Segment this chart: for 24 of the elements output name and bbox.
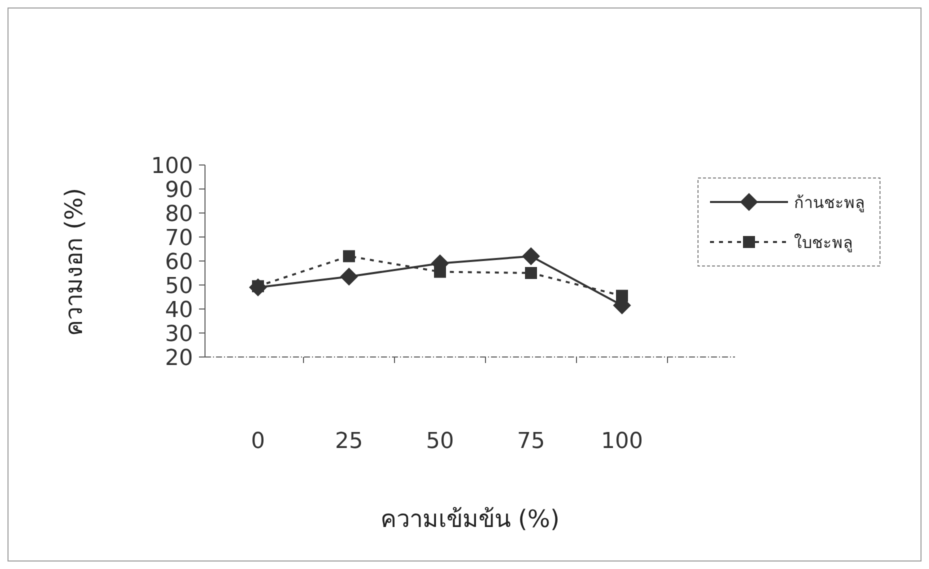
y-tick-label: 60 bbox=[165, 250, 193, 275]
y-tick-label: 90 bbox=[165, 178, 193, 203]
legend-label: ก้านชะพลู bbox=[794, 193, 865, 213]
y-tick-label: 100 bbox=[151, 154, 193, 179]
point bbox=[525, 267, 537, 279]
point bbox=[343, 250, 355, 262]
x-tick-label: 25 bbox=[335, 429, 363, 454]
y-tick-label: 30 bbox=[165, 322, 193, 347]
y-tick-label: 40 bbox=[165, 298, 193, 323]
x-tick-label: 75 bbox=[517, 429, 545, 454]
legend-label: ใบชะพลู bbox=[794, 233, 853, 253]
point bbox=[522, 247, 540, 266]
y-tick-label: 80 bbox=[165, 202, 193, 227]
point bbox=[434, 266, 446, 278]
y-tick-label: 50 bbox=[165, 274, 193, 299]
x-tick-label: 50 bbox=[426, 429, 454, 454]
x-tick-label: 100 bbox=[601, 429, 643, 454]
x-tick-label: 0 bbox=[251, 429, 265, 454]
y-tick-label: 20 bbox=[165, 346, 193, 371]
y-tick-label: 70 bbox=[165, 226, 193, 251]
point bbox=[340, 268, 358, 286]
point bbox=[616, 290, 628, 302]
y-axis-title: ความงอก (%) bbox=[60, 188, 88, 336]
x-axis-title: ความเข้มข้น (%) bbox=[380, 505, 560, 533]
